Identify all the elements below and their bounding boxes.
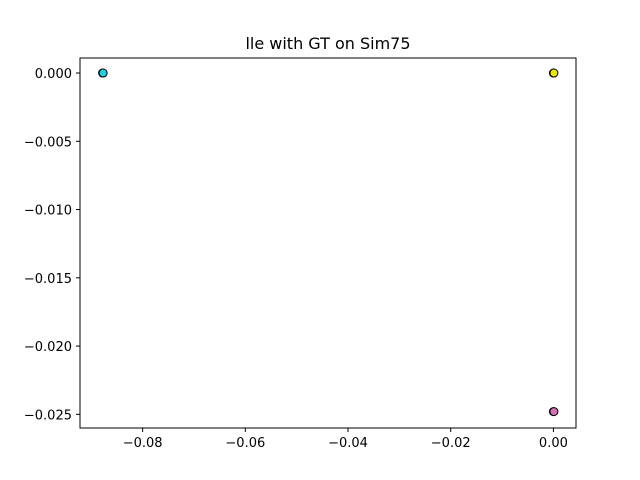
y-tick-label: −0.025 xyxy=(24,408,72,423)
data-points xyxy=(98,68,559,417)
x-tick-label: −0.06 xyxy=(225,436,265,451)
y-axis: 0.000 −0.005 −0.010 −0.015 −0.020 −0.025 xyxy=(24,67,80,423)
data-point xyxy=(98,68,108,78)
data-point xyxy=(549,68,559,78)
x-tick-label: 0.00 xyxy=(539,436,568,451)
x-tick-label: −0.02 xyxy=(431,436,471,451)
y-tick-label: −0.010 xyxy=(24,204,72,219)
chart-title: lle with GT on Sim75 xyxy=(245,34,410,53)
x-axis: −0.08 −0.06 −0.04 −0.02 0.00 xyxy=(123,428,568,451)
y-tick-label: −0.005 xyxy=(24,135,72,150)
y-tick-label: −0.020 xyxy=(24,340,72,355)
plot-frame xyxy=(79,57,577,429)
data-point xyxy=(549,407,559,417)
x-tick-label: −0.08 xyxy=(123,436,163,451)
plot-axes: −0.08 −0.06 −0.04 −0.02 0.00 0.000 −0.005 −0.0… xyxy=(24,57,577,451)
y-tick-label: 0.000 xyxy=(35,67,72,82)
x-tick-label: −0.04 xyxy=(328,436,368,451)
y-tick-label: −0.015 xyxy=(24,272,72,287)
